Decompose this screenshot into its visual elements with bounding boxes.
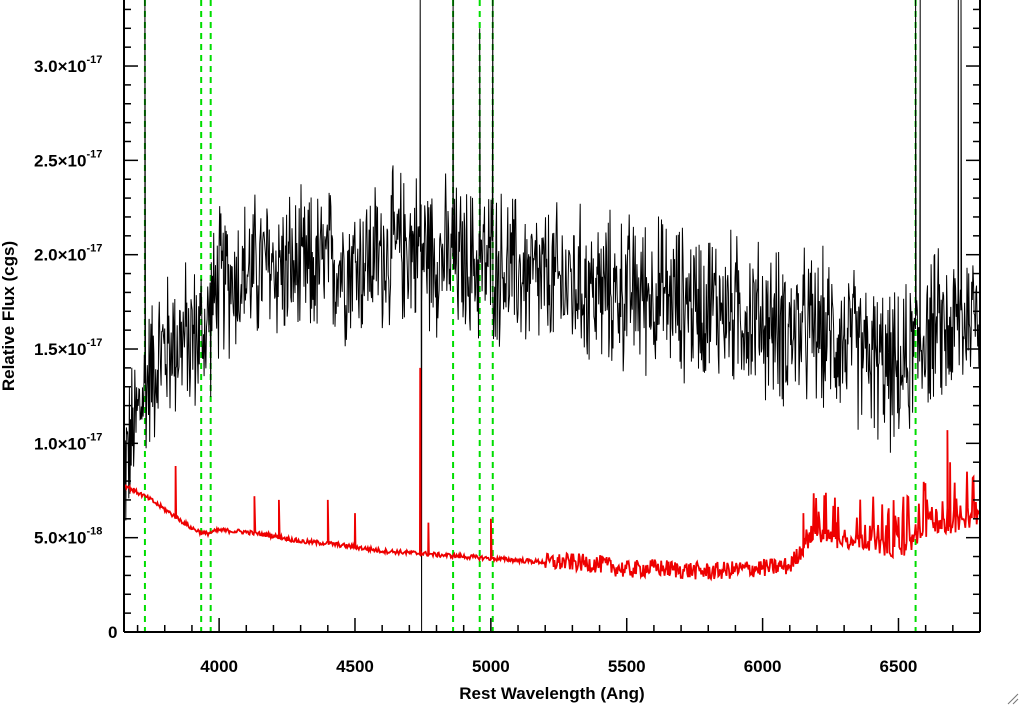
y-tick-label: 1.0×10-17	[34, 431, 102, 453]
x-axis-label: Rest Wavelength (Ang)	[459, 684, 644, 703]
y-axis-label: Relative Flux (cgs)	[0, 241, 18, 391]
x-tick-label: 4000	[200, 657, 238, 676]
x-tick-label: 4500	[336, 657, 374, 676]
x-tick-label: 5500	[608, 657, 646, 676]
y-tick-label: 2.0×10-17	[34, 243, 102, 265]
y-tick-label: 1.5×10-17	[34, 337, 102, 359]
series-layer	[124, 0, 980, 632]
x-tick-label: 5000	[472, 657, 510, 676]
y-tick-label: 2.5×10-17	[34, 148, 102, 170]
y-tick-label: 0	[108, 623, 117, 642]
x-tick-label: 6000	[744, 657, 782, 676]
y-tick-label: 3.0×10-17	[34, 54, 102, 76]
y-tick-label: 5.0×10-18	[34, 526, 102, 548]
axes-frame	[123, 0, 981, 633]
model-spectrum-line	[124, 367, 980, 582]
x-tick-label: 6500	[880, 657, 918, 676]
resize-grip-icon[interactable]	[1007, 693, 1019, 705]
plot-area	[124, 0, 980, 632]
observed-spectrum-line	[124, 0, 980, 632]
tick-labels: 4000 4500 5000 5500 6000 6500 0 5.0×10-18 1.0×10…	[34, 54, 917, 676]
tick-marks	[124, 8, 981, 633]
